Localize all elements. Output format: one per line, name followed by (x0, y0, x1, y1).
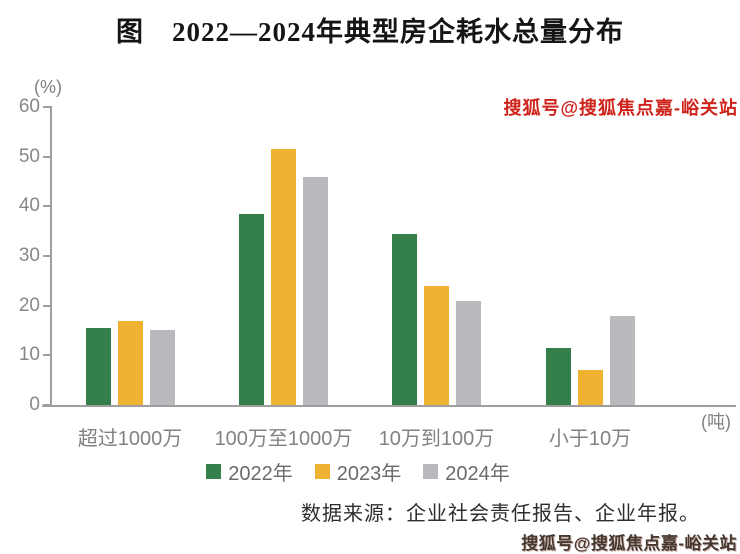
bar-2023年-超过1000万 (117, 321, 143, 405)
bar-2022年-超过1000万 (85, 328, 111, 405)
legend-label: 2023年 (336, 462, 402, 485)
legend-swatch-icon (423, 463, 439, 479)
legend-label: 2022年 (228, 462, 293, 485)
bar-2023年-10万到100万 (424, 286, 449, 405)
y-tick-mark (43, 155, 51, 158)
watermark-bottom: 搜狐号@搜狐焦点嘉-峪关站 (521, 534, 737, 553)
watermark-top: 搜狐号@搜狐焦点嘉-峪关站 (503, 98, 738, 118)
y-tick-mark (43, 354, 51, 357)
source-note: 数据来源：企业社会责任报告、企业年报。 (301, 503, 700, 525)
bar-2024年-超过1000万 (149, 330, 175, 405)
x-axis-label: 小于10万 (548, 428, 632, 450)
y-tick-mark (43, 304, 51, 307)
y-tick-label: 0 (29, 394, 40, 415)
legend-item-2024年: 2024年 (423, 457, 510, 486)
legend-swatch-icon (206, 463, 222, 479)
x-axis-line (42, 405, 736, 407)
y-tick-label: 10 (18, 344, 40, 366)
bar-2022年-10万到100万 (392, 234, 417, 405)
y-tick-mark (43, 404, 51, 406)
bar-2022年-小于10万 (545, 348, 571, 405)
bar-2024年-10万到100万 (456, 301, 481, 405)
x-axis-unit-label: (吨) (701, 412, 731, 432)
y-axis-unit-label: (%) (34, 77, 62, 97)
legend-item-2022年: 2022年 (206, 457, 293, 486)
bar-2024年-100万至1000万 (303, 177, 328, 405)
y-tick-mark (43, 106, 51, 108)
bar-2023年-小于10万 (577, 370, 603, 405)
y-axis-line (50, 106, 52, 407)
x-axis-label: 100万至1000万 (214, 428, 353, 450)
x-axis-label: 超过1000万 (77, 428, 183, 450)
bar-2024年-小于10万 (609, 316, 635, 405)
x-axis-label: 10万到100万 (378, 428, 495, 450)
y-tick-label: 30 (18, 245, 40, 266)
y-tick-label: 40 (18, 195, 40, 217)
legend-swatch-icon (314, 463, 330, 479)
legend: 2022年 2023年 2024年 (0, 457, 716, 486)
y-tick-label: 50 (18, 145, 40, 167)
chart-title: 图 2022—2024年典型房企耗水总量分布 (116, 17, 624, 47)
y-tick-label: 60 (18, 96, 40, 117)
bar-2023年-100万至1000万 (271, 149, 296, 405)
bar-2022年-100万至1000万 (239, 214, 264, 405)
y-tick-mark (43, 255, 51, 257)
y-tick-label: 20 (18, 294, 40, 316)
legend-label: 2024年 (445, 462, 510, 485)
legend-item-2023年: 2023年 (314, 457, 402, 486)
y-tick-mark (43, 205, 51, 208)
